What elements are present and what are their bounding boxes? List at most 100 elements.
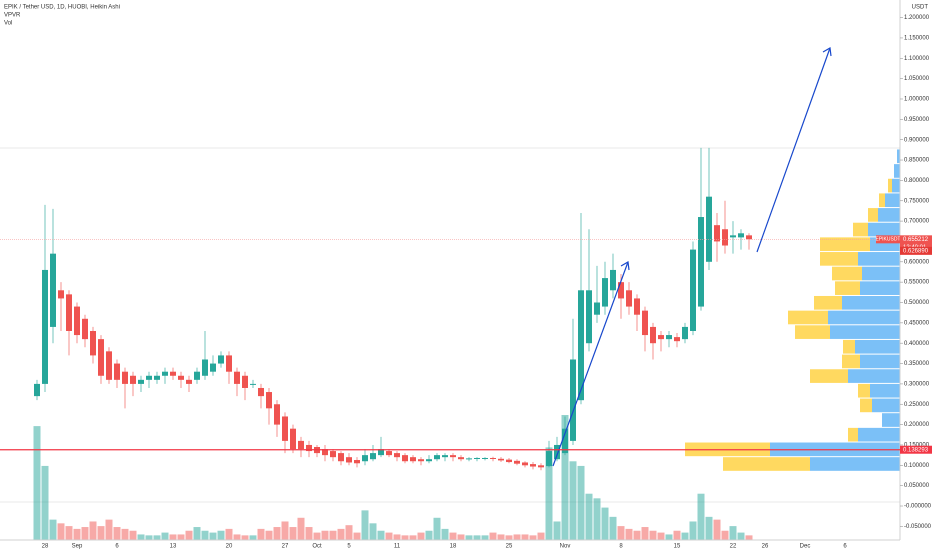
volume-bar <box>337 528 345 540</box>
candle-body <box>538 465 544 468</box>
volume-bar <box>697 493 705 540</box>
volume-bar <box>241 535 249 540</box>
candle-body <box>658 335 664 340</box>
profile-up <box>882 413 900 427</box>
profile-up <box>892 178 900 193</box>
candle-body <box>274 404 280 425</box>
volume-bar <box>161 532 169 540</box>
candle-body <box>42 269 48 384</box>
candle-body <box>386 451 392 456</box>
candle-body <box>258 387 264 397</box>
profile-down <box>858 383 870 398</box>
profile-down <box>853 222 868 237</box>
volume-bar <box>593 498 601 540</box>
candle-body <box>498 458 504 461</box>
volume-bar <box>625 528 633 540</box>
y-tick-label: 1.050000 <box>904 76 930 82</box>
volume-bar <box>609 516 617 540</box>
profile-down <box>835 281 860 295</box>
profile-down <box>860 398 872 413</box>
candle-body <box>442 455 448 458</box>
arrow-head <box>620 261 630 271</box>
volume-bar <box>113 527 121 540</box>
arrow <box>756 47 831 253</box>
last-price-label: 0.655212 <box>903 237 929 243</box>
profile-up <box>878 208 900 222</box>
x-tick-label: 22 <box>730 544 737 550</box>
candle-body <box>642 310 648 336</box>
profile-up <box>858 427 900 442</box>
candle-body <box>578 290 584 401</box>
candle-body <box>226 355 232 372</box>
volume-bar <box>313 532 321 540</box>
x-tick-label: 6 <box>843 544 847 550</box>
candle-body <box>426 459 432 462</box>
candle-body <box>290 428 296 450</box>
volume-bar <box>121 528 129 540</box>
volume-bar <box>673 530 681 540</box>
x-tick-label: 6 <box>115 544 119 550</box>
profile-down <box>820 252 858 266</box>
candle-body <box>410 457 416 462</box>
indicator-label: VPVR <box>4 13 21 19</box>
candle-body <box>434 455 440 460</box>
profile-up <box>870 383 900 398</box>
arrow <box>552 261 629 467</box>
volume-bar <box>577 465 585 540</box>
profile-up <box>897 149 900 164</box>
profile-down <box>879 193 885 208</box>
candle-body <box>674 337 680 342</box>
y-tick-label: 0.900000 <box>904 137 930 143</box>
volume-bar <box>257 528 265 540</box>
y-tick-label: 0.200000 <box>904 422 930 428</box>
volume-bar <box>49 519 57 540</box>
volume-bar <box>153 535 161 540</box>
x-tick-label: Sep <box>72 544 83 550</box>
volume-bar <box>529 535 537 540</box>
volume-bar <box>745 535 753 540</box>
volume-bar <box>185 530 193 540</box>
y-tick-label: 1.150000 <box>904 36 930 42</box>
profile-down <box>832 266 862 281</box>
volume-bar <box>513 534 521 540</box>
x-tick-label: 25 <box>506 544 513 550</box>
candle-body <box>594 302 600 315</box>
volume-bar <box>425 530 433 540</box>
x-tick-label: 28 <box>42 544 49 550</box>
candle-body <box>170 371 176 376</box>
candle-body <box>554 444 560 460</box>
x-tick-label: 18 <box>450 544 457 550</box>
profile-up <box>860 354 900 369</box>
candle-body <box>330 451 336 458</box>
volume-bar <box>585 493 593 540</box>
volume-bar <box>641 527 649 540</box>
candle-body <box>242 375 248 388</box>
volume-bar <box>89 521 97 540</box>
volume-bar <box>289 527 297 540</box>
volume-bar <box>73 528 81 540</box>
volume-bar <box>473 535 481 540</box>
profile-down <box>843 339 855 354</box>
profile-down <box>848 427 858 442</box>
volume-bar <box>489 532 497 540</box>
volume-bar <box>681 532 689 540</box>
candle-body <box>58 290 64 299</box>
candle-body <box>362 455 368 462</box>
volume-bar <box>129 530 137 540</box>
profile-down <box>868 208 878 222</box>
profile-down <box>788 310 828 325</box>
volume-bar <box>737 532 745 540</box>
x-tick-label: Dec <box>800 544 811 550</box>
volume-bar <box>145 535 153 540</box>
candle-body <box>714 225 720 242</box>
x-tick-label: 26 <box>762 544 769 550</box>
candle-body <box>322 449 328 456</box>
volume-bar <box>177 534 185 540</box>
y-tick-label: 0.150000 <box>904 443 930 449</box>
candle-body <box>346 457 352 463</box>
volume-bar <box>441 528 449 540</box>
candle-body <box>34 383 40 397</box>
y-tick-label: 0.250000 <box>904 402 930 408</box>
volume-bar <box>721 530 729 540</box>
candle-body <box>402 455 408 462</box>
